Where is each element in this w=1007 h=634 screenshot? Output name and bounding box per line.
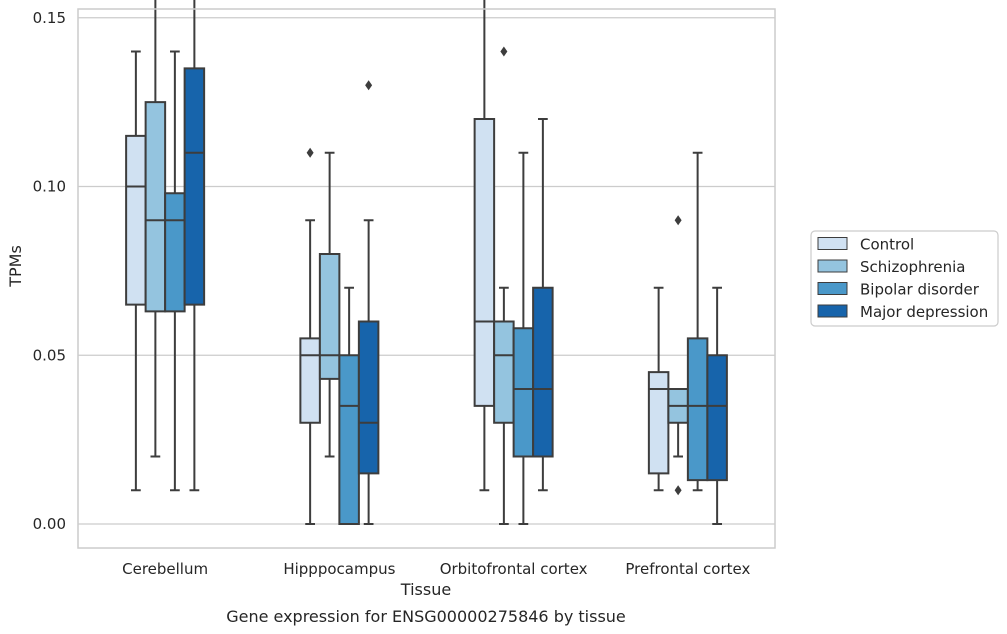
box-schizophrenia bbox=[493, 46, 515, 525]
legend-label: Bipolar disorder bbox=[860, 281, 980, 299]
box-iqr bbox=[686, 337, 709, 482]
box-control bbox=[125, 50, 147, 492]
y-axis-label: TPMs bbox=[6, 245, 25, 288]
box-control bbox=[647, 286, 670, 492]
box-iqr bbox=[357, 320, 380, 475]
outlier-point bbox=[306, 147, 314, 158]
box-control bbox=[473, 0, 496, 492]
outlier-point bbox=[500, 46, 508, 57]
plot-frame bbox=[77, 8, 776, 549]
box-control bbox=[299, 147, 321, 525]
box-iqr bbox=[338, 354, 360, 525]
x-axis-label: Tissue bbox=[400, 580, 451, 599]
legend-label: Schizophrenia bbox=[860, 258, 965, 276]
box-bipolar-disorder bbox=[164, 50, 186, 492]
y-tick-labels: 0.000.050.100.150.200.250.30 bbox=[33, 9, 66, 533]
box-iqr bbox=[512, 327, 535, 458]
legend-swatch bbox=[817, 304, 848, 318]
outlier-point bbox=[365, 80, 373, 91]
box-group bbox=[125, 0, 728, 525]
x-tick-label: Cerebellum bbox=[122, 560, 208, 578]
box-major-depression bbox=[357, 80, 380, 525]
box-schizophrenia bbox=[318, 151, 341, 458]
y-tick-label: 0.10 bbox=[33, 178, 66, 196]
x-tick-label: Prefrontal cortex bbox=[625, 560, 750, 578]
legend-swatch bbox=[817, 259, 848, 273]
y-tick-label: 0.00 bbox=[33, 515, 66, 533]
box-iqr bbox=[125, 134, 147, 306]
outlier-point bbox=[674, 485, 682, 496]
box-iqr bbox=[299, 337, 321, 424]
legend: Control Schizophrenia Bipolar disorder Majo… bbox=[810, 230, 999, 327]
legend-frame bbox=[810, 230, 999, 327]
outlier-point bbox=[674, 215, 682, 226]
legend-label: Major depression bbox=[860, 303, 988, 321]
box-iqr bbox=[183, 67, 206, 306]
box-iqr bbox=[647, 371, 670, 475]
box-iqr bbox=[532, 286, 554, 458]
legend-label: Control bbox=[860, 236, 914, 254]
box-major-depression bbox=[706, 286, 728, 525]
chart-caption: Gene expression for ENSG00000275846 by t… bbox=[226, 607, 626, 626]
box-bipolar-disorder bbox=[338, 286, 360, 525]
box-iqr bbox=[144, 101, 167, 313]
legend-swatch bbox=[817, 237, 848, 250]
box-iqr bbox=[493, 320, 515, 424]
y-tick-label: 0.05 bbox=[33, 346, 66, 364]
box-schizophrenia bbox=[144, 0, 167, 458]
box-bipolar-disorder bbox=[686, 151, 709, 492]
x-tick-label: Orbitofrontal cortex bbox=[440, 560, 588, 578]
y-tick-label: 0.15 bbox=[33, 9, 66, 27]
x-tick-label: Hipppocampus bbox=[283, 560, 395, 578]
box-iqr bbox=[318, 253, 341, 380]
box-iqr bbox=[706, 354, 728, 482]
box-bipolar-disorder bbox=[512, 151, 535, 525]
legend-swatch bbox=[817, 282, 848, 295]
box-iqr bbox=[473, 118, 496, 407]
box-iqr bbox=[164, 192, 186, 313]
x-tick-labels: Cerebellum Hipppocampus Orbitofrontal cort… bbox=[122, 560, 750, 578]
box-major-depression bbox=[183, 0, 206, 492]
box-major-depression bbox=[532, 118, 554, 492]
